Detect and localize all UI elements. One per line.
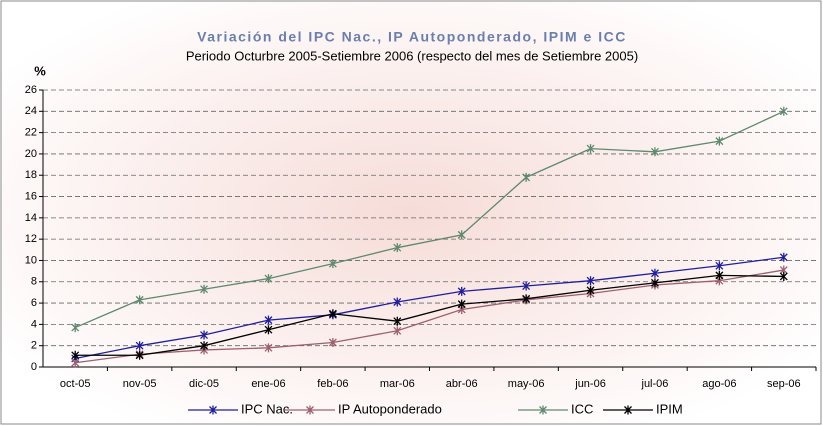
x-tick-label: ene-06 [251, 378, 285, 390]
data-point [586, 285, 595, 295]
legend-label: ICC [571, 401, 593, 416]
chart-subtitle: Periodo Octurbre 2005-Setiembre 2006 (re… [186, 48, 638, 63]
data-point [650, 278, 659, 288]
data-point [779, 106, 788, 116]
legend-label: IPC Nac. [241, 401, 293, 416]
series-line [74, 110, 785, 329]
data-point [264, 274, 273, 284]
y-tick-label: 10 [25, 254, 37, 266]
y-tick-label: 16 [25, 190, 37, 202]
data-point [779, 271, 788, 281]
y-tick-label: 14 [25, 212, 37, 224]
legend-marker [539, 405, 547, 415]
data-point [586, 276, 595, 286]
y-axis-label: % [34, 63, 46, 78]
data-point [328, 259, 337, 269]
data-point [650, 268, 659, 278]
data-point [200, 284, 209, 294]
data-point [457, 286, 466, 296]
data-point [586, 144, 595, 154]
data-point [71, 323, 80, 333]
y-tick-label: 0 [31, 361, 37, 373]
y-tick-label: 4 [31, 318, 37, 330]
data-point [200, 341, 209, 351]
data-point [393, 316, 402, 326]
x-tick-label: may-06 [508, 378, 545, 390]
data-point [135, 341, 144, 351]
legend-marker [306, 405, 314, 415]
data-point [135, 295, 144, 305]
data-point [264, 325, 273, 335]
data-point [715, 136, 724, 146]
x-tick-label: dic-05 [189, 378, 219, 390]
data-point [200, 330, 209, 340]
chart-title: Variación del IPC Nac., IP Autoponderado… [197, 29, 627, 45]
y-tick-label: 22 [25, 127, 37, 139]
data-point [457, 230, 466, 240]
y-tick-label: 26 [25, 84, 37, 96]
data-point [328, 337, 337, 347]
y-tick-label: 18 [25, 169, 37, 181]
data-point [393, 297, 402, 307]
data-point [715, 261, 724, 271]
data-point [393, 326, 402, 336]
legend-label: IPIM [656, 401, 683, 416]
data-point [522, 294, 531, 304]
x-tick-label: feb-06 [317, 378, 348, 390]
legend-marker [209, 405, 217, 415]
x-tick-label: jun-06 [574, 378, 606, 390]
data-point [264, 343, 273, 353]
x-tick-label: sep-06 [767, 378, 801, 390]
data-point [393, 243, 402, 253]
series-line [75, 256, 784, 360]
y-tick-label: 12 [25, 233, 37, 245]
data-point [328, 309, 337, 319]
series-line [75, 269, 784, 364]
y-tick-label: 8 [31, 276, 37, 288]
x-tick-label: nov-05 [123, 378, 157, 390]
data-point [650, 147, 659, 157]
y-tick-label: 2 [31, 340, 37, 352]
x-tick-label: mar-06 [380, 378, 415, 390]
y-tick-label: 6 [31, 297, 37, 309]
data-point [715, 270, 724, 280]
data-point [522, 172, 531, 182]
legend-label: IP Autoponderado [338, 401, 442, 416]
data-point [457, 299, 466, 309]
legend-marker [624, 405, 632, 415]
data-point [779, 252, 788, 262]
data-point [71, 350, 80, 360]
x-tick-label: abr-06 [446, 378, 478, 390]
x-tick-label: ago-06 [702, 378, 736, 390]
data-point [264, 315, 273, 325]
x-tick-label: jul-06 [641, 378, 669, 390]
y-tick-label: 24 [25, 105, 37, 117]
x-tick-label: oct-05 [60, 378, 91, 390]
y-tick-label: 20 [25, 148, 37, 160]
data-point [522, 281, 531, 291]
data-point [135, 350, 144, 360]
series-line [75, 274, 784, 356]
